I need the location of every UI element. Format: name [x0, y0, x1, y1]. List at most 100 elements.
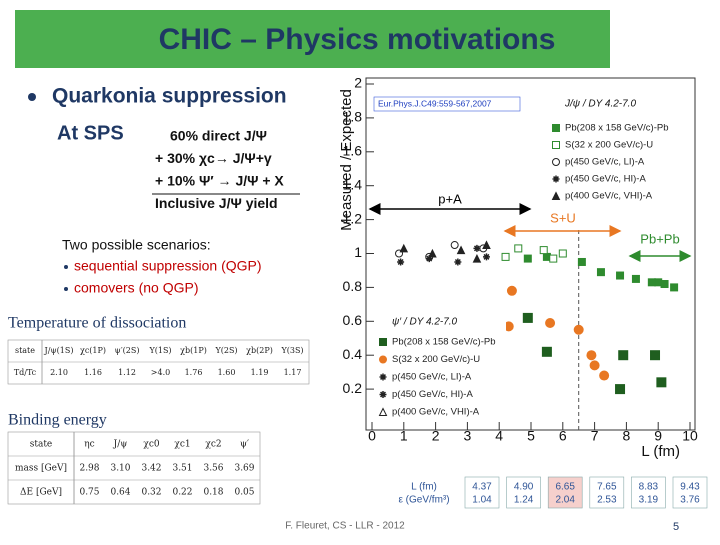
y-tick-label: 1.2	[343, 210, 363, 226]
legend-marker	[379, 338, 387, 346]
table-cell: state	[30, 440, 53, 450]
y-tick-label: 1	[354, 244, 362, 260]
dissociation-table: state J/ψ(1S) χc(1P) ψ′(2S) Υ(1S) χb(1P) Υ(2S)…	[7, 339, 310, 385]
conditions-cell	[589, 476, 625, 509]
table-cell: 0.05	[234, 488, 254, 498]
reference: Eur.Phys.J.C49:559-567,2007	[378, 98, 492, 108]
conditions-value: 1.04	[472, 495, 492, 506]
legend-label: S(32 x 200 GeV/c)-U	[565, 140, 653, 151]
table-cell: >4.0	[151, 368, 170, 377]
conditions-label: L (fm)	[411, 482, 437, 493]
marker	[450, 241, 459, 250]
x-tick-label: 3	[464, 428, 472, 444]
table-cell: ηc	[84, 440, 94, 450]
table-cell: 1.60	[218, 368, 236, 377]
conditions-table: L (fm) ε (GeV/fm³) 4.37 1.04 4.90 1.24 6.65 2.0…	[398, 476, 708, 509]
table-cell: J/ψ	[113, 440, 128, 450]
page-number: 5	[673, 521, 679, 533]
marker	[573, 324, 584, 335]
legend-marker	[379, 373, 387, 381]
binding-table: state ηc J/ψ χc0 χc1 χc2 ψ′ mass [GeV] 2.98 3.10 3…	[7, 431, 261, 505]
legend-marker	[552, 124, 560, 132]
table-cell: 3.56	[203, 464, 223, 474]
conditions-cell	[547, 476, 583, 509]
y-tick-label: 0.4	[343, 346, 363, 362]
table-cell: mass [GeV]	[15, 464, 67, 474]
x-tick-label: 6	[559, 428, 567, 444]
table-cell: Υ(2S)	[214, 346, 237, 355]
x-tick-label: 2	[432, 428, 440, 444]
x-tick-label: 7	[591, 428, 599, 444]
legend-label: Pb(208 x 158 GeV/c)-Pb	[565, 123, 669, 134]
legend-label: p(450 GeV/c, HI)-A	[565, 174, 646, 185]
marker	[656, 377, 667, 388]
conditions-value: 8.83	[639, 482, 659, 493]
x-axis-label: L (fm)	[641, 443, 680, 460]
scenario: comovers (no QGP)	[74, 280, 198, 296]
marker	[523, 254, 532, 263]
marker	[618, 350, 629, 361]
marker	[522, 312, 533, 323]
legend-label: p(400 GeV/c, VHI)-A	[392, 407, 480, 418]
feed-down: 60% direct J/Ψ + 30% χc→ J/Ψ+γ + 10% Ψ′ → …	[155, 128, 284, 212]
marker	[615, 384, 626, 395]
marker	[506, 285, 517, 296]
reference-box	[373, 96, 521, 112]
marker	[514, 244, 523, 253]
footer: F. Fleuret, CS - LLR - 2012	[285, 521, 405, 532]
legend-marker	[552, 175, 560, 183]
table-cell: χc2	[205, 440, 221, 450]
table-cell: 3.69	[234, 464, 254, 474]
legend-marker	[551, 191, 561, 200]
marker	[577, 257, 586, 266]
conditions-value: 2.04	[555, 495, 575, 506]
table-cell: 1.16	[84, 368, 102, 377]
marker	[501, 252, 510, 261]
marker	[549, 254, 558, 263]
table-cell: 0.22	[172, 488, 192, 498]
table-cell: χc1	[174, 440, 190, 450]
bullet-dot	[28, 93, 36, 101]
bullet-text: Quarkonia suppression	[52, 85, 287, 108]
plot: Measured / Expected L (fm) 0.2 0.4 0.6 0.8 1 1.…	[338, 75, 698, 460]
conditions-value: 1.24	[514, 495, 534, 506]
marker	[558, 249, 567, 258]
legend-label: p(450 GeV/c, LI)-A	[565, 157, 645, 168]
legend-title: J/ψ / DY 4.2-7.0	[564, 99, 636, 110]
legend-marker	[378, 407, 388, 416]
table-frame	[7, 431, 261, 505]
legend-marker	[552, 158, 560, 166]
subheading: At SPS	[57, 122, 124, 144]
table-cell: state	[15, 346, 35, 355]
y-tick-label: 1.8	[343, 109, 363, 125]
table-cell: 3.10	[110, 464, 130, 474]
conditions-value: 3.19	[639, 495, 659, 506]
table-cell: 0.18	[203, 488, 223, 498]
conditions-value: 4.37	[472, 482, 492, 493]
marker	[541, 346, 552, 357]
feed-down-line: 60% direct J/Ψ	[170, 128, 267, 144]
conditions-cell	[631, 476, 666, 509]
marker	[596, 268, 605, 277]
conditions-value: 7.65	[597, 482, 617, 493]
marker	[399, 243, 409, 253]
y-tick-label: 0.6	[343, 312, 363, 328]
y-tick-label: 1.6	[343, 143, 363, 159]
x-tick-label: 1	[400, 428, 408, 444]
x-tick-label: 10	[682, 428, 698, 444]
conditions-value: 6.65	[555, 482, 575, 493]
legend-marker	[379, 355, 387, 364]
slide-title: CHIC – Physics motivations	[159, 23, 556, 56]
legend-label: Pb(208 x 158 GeV/c)-Pb	[392, 337, 496, 348]
legend-marker	[379, 391, 387, 398]
marker	[482, 240, 491, 250]
bullet-dot	[64, 265, 68, 269]
marker	[599, 370, 610, 381]
table-cell: 1.17	[284, 368, 302, 377]
scenario: sequential suppression (QGP)	[74, 258, 262, 274]
marker	[454, 258, 462, 266]
table-cell: J/ψ(1S)	[44, 346, 74, 355]
y-tick-label: 1.4	[343, 176, 363, 192]
table-cell: χb(1P)	[180, 346, 207, 355]
feed-down-line: Inclusive J/Ψ yield	[155, 195, 278, 211]
